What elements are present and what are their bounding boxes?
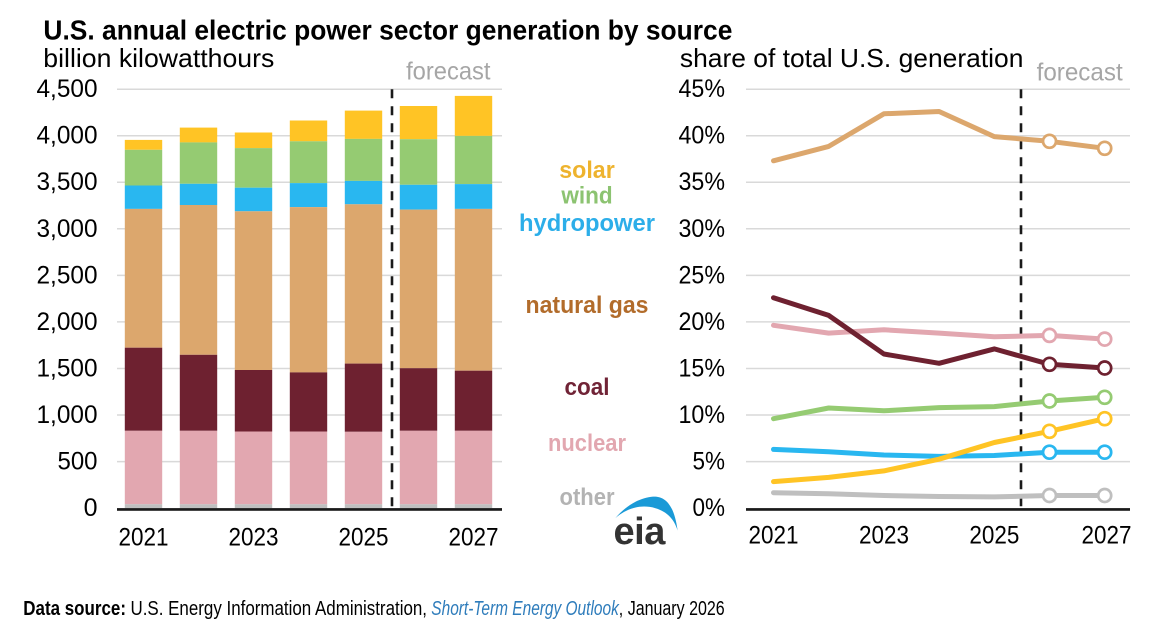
svg-text:10%: 10%: [679, 401, 726, 429]
svg-text:2021: 2021: [119, 524, 169, 552]
svg-text:25%: 25%: [679, 261, 726, 289]
svg-text:2027: 2027: [449, 524, 499, 552]
svg-text:3,500: 3,500: [37, 168, 98, 196]
svg-text:wind: wind: [560, 182, 612, 209]
svg-text:30%: 30%: [679, 215, 726, 243]
svg-text:other: other: [560, 484, 615, 511]
svg-text:45%: 45%: [679, 75, 726, 103]
svg-text:4,000: 4,000: [37, 122, 98, 150]
svg-text:2023: 2023: [229, 524, 279, 552]
svg-text:4,500: 4,500: [37, 75, 98, 103]
svg-text:billion kilowatthours: billion kilowatthours: [43, 43, 274, 73]
svg-text:0%: 0%: [693, 494, 726, 522]
svg-text:U.S. annual electric power sec: U.S. annual electric power sector genera…: [43, 15, 732, 46]
svg-text:U.S. Energy Information Admini: U.S. Energy Information Administration,: [131, 598, 428, 620]
svg-text:, January 2026: , January 2026: [619, 598, 725, 620]
svg-text:40%: 40%: [679, 122, 726, 150]
svg-text:15%: 15%: [679, 355, 726, 383]
svg-text:forecast: forecast: [1037, 59, 1123, 87]
svg-text:Data source:: Data source:: [23, 598, 126, 620]
svg-text:hydropower: hydropower: [519, 210, 655, 237]
svg-text:solar: solar: [559, 157, 615, 184]
svg-text:2,000: 2,000: [37, 308, 98, 336]
svg-text:0: 0: [84, 494, 98, 522]
svg-text:2023: 2023: [859, 522, 909, 550]
svg-text:share of total U.S. generation: share of total U.S. generation: [680, 43, 1024, 73]
svg-text:eia: eia: [614, 511, 667, 553]
svg-text:3,000: 3,000: [37, 215, 98, 243]
svg-text:20%: 20%: [679, 308, 726, 336]
svg-text:35%: 35%: [679, 168, 726, 196]
svg-text:5%: 5%: [693, 448, 726, 476]
svg-text:coal: coal: [565, 374, 610, 401]
svg-text:1,000: 1,000: [37, 401, 98, 429]
svg-text:500: 500: [58, 448, 98, 476]
svg-text:2027: 2027: [1082, 522, 1132, 550]
svg-text:1,500: 1,500: [37, 355, 98, 383]
svg-text:2021: 2021: [749, 522, 799, 550]
svg-text:2,500: 2,500: [37, 261, 98, 289]
svg-text:2025: 2025: [339, 524, 389, 552]
svg-text:forecast: forecast: [406, 57, 490, 85]
svg-text:2025: 2025: [969, 522, 1019, 550]
svg-text:Short-Term Energy Outlook: Short-Term Energy Outlook: [431, 598, 619, 620]
svg-text:nuclear: nuclear: [548, 430, 626, 457]
svg-text:natural gas: natural gas: [526, 292, 649, 319]
